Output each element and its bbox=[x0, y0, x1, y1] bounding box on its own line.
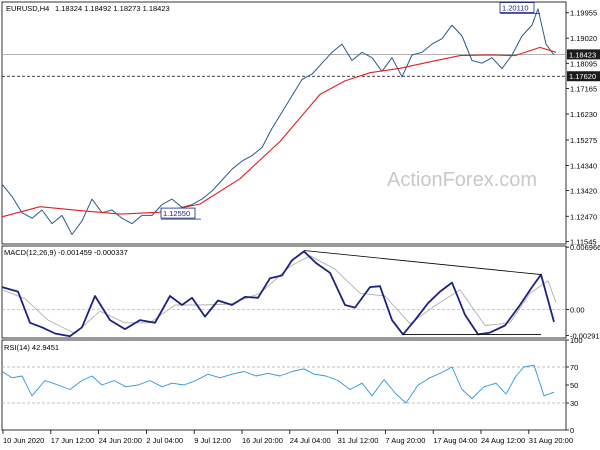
level-label: 1.12550 bbox=[163, 209, 190, 218]
x-tick-label: 2 Jul 04:00 bbox=[146, 436, 183, 445]
y-tick-label: 1.12470 bbox=[570, 212, 597, 221]
x-tick-label: 9 Jul 12:00 bbox=[194, 436, 231, 445]
y-tick-label: 0.006966 bbox=[570, 243, 600, 252]
macd-panel-title: MACD(12,26,9) -0.001459 -0.000337 bbox=[4, 248, 128, 257]
y-tick-label: 1.13420 bbox=[570, 186, 597, 195]
x-tick-label: 31 Jul 12:00 bbox=[338, 436, 379, 445]
y-tick-label: 0.00 bbox=[570, 305, 585, 314]
y-axis-layer: 1.19955 1.19020 1.18095 1.17165 1.16230 1.152… bbox=[566, 9, 600, 435]
x-tick-label: 24 Jul 04:00 bbox=[290, 436, 331, 445]
panel2-series-0 bbox=[1, 364, 555, 404]
y-tick-label: 1.16230 bbox=[570, 110, 597, 119]
y-tick-label: 30 bbox=[570, 399, 578, 408]
level-label: 1.20110 bbox=[502, 4, 529, 13]
price-panel-ohlc: 1.18324 1.18492 1.18273 1.18423 bbox=[55, 4, 170, 13]
level-box bbox=[160, 207, 196, 219]
y-tick-label: -0.002913 bbox=[570, 331, 600, 340]
panel-frame-2 bbox=[1, 339, 567, 431]
watermark: ActionForex.com bbox=[387, 169, 537, 191]
y-tick-label: 1.19020 bbox=[570, 34, 597, 43]
price-tag-label: 1.17620 bbox=[569, 72, 596, 81]
y-tick-label: 50 bbox=[570, 381, 578, 390]
annotation-layer: 1.18423 1.17620 1.20110 1.12550 bbox=[160, 2, 600, 335]
y-tick-label: 1.18095 bbox=[570, 59, 597, 68]
panel-frame-1 bbox=[1, 245, 567, 339]
x-tick-label: 17 Aug 04:00 bbox=[433, 436, 477, 445]
x-tick-label: 16 Jul 20:00 bbox=[242, 436, 283, 445]
level-box bbox=[499, 2, 535, 13]
panel1-series-1 bbox=[1, 255, 557, 334]
price-tag-box bbox=[567, 49, 600, 60]
y-tick-label: 100 bbox=[570, 336, 583, 345]
panel1-series-0 bbox=[1, 250, 555, 338]
x-tick-label: 24 Aug 12:00 bbox=[481, 436, 525, 445]
y-tick-label: 0 bbox=[570, 426, 574, 435]
x-tick-label: 31 Aug 20:00 bbox=[529, 436, 573, 445]
panel-frames bbox=[1, 1, 567, 431]
price-tag-label: 1.18423 bbox=[569, 50, 596, 59]
rsi-panel-title: RSI(14) 42.9451 bbox=[4, 343, 59, 352]
panel0-series-0 bbox=[1, 8, 555, 235]
y-tick-label: 1.11545 bbox=[570, 237, 597, 246]
x-tick-label: 10 Jun 2020 bbox=[3, 436, 44, 445]
y-tick-label: 1.17165 bbox=[570, 85, 597, 94]
reference-lines bbox=[2, 54, 566, 404]
y-tick-label: 1.14340 bbox=[570, 161, 597, 170]
series-layer bbox=[1, 8, 557, 404]
x-tick-label: 17 Jun 12:00 bbox=[51, 436, 94, 445]
x-axis-layer: 10 Jun 2020 17 Jun 12:00 24 Jun 20:00 2 Jul… bbox=[2, 430, 573, 445]
macd-trendline bbox=[303, 250, 542, 275]
panel-frame-0 bbox=[1, 1, 567, 245]
y-tick-label: 70 bbox=[570, 363, 578, 372]
y-tick-label: 1.15275 bbox=[570, 136, 597, 145]
price-panel-title: EURUSD,H4 bbox=[6, 4, 49, 13]
panel0-series-1 bbox=[1, 46, 557, 218]
x-tick-label: 24 Jun 20:00 bbox=[99, 436, 142, 445]
y-tick-label: 1.19955 bbox=[570, 9, 597, 18]
x-tick-label: 7 Aug 20:00 bbox=[385, 436, 425, 445]
price-tag-box bbox=[567, 71, 600, 82]
